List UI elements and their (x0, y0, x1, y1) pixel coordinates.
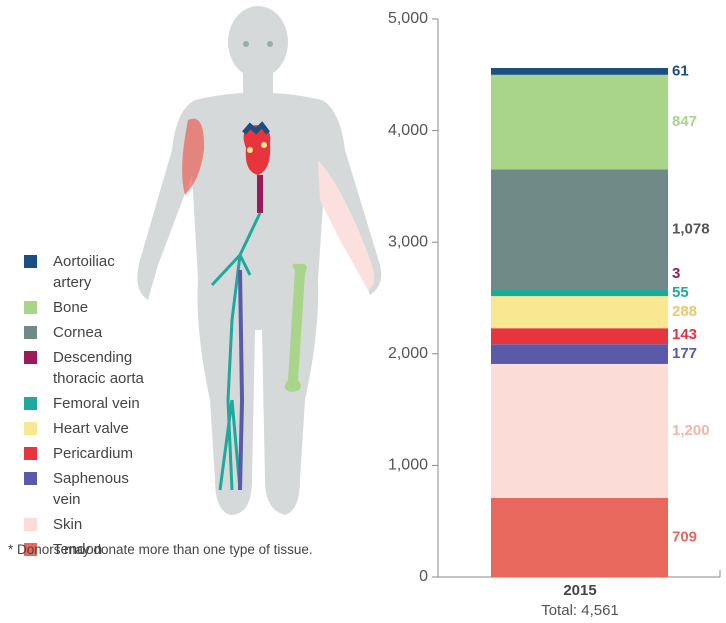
legend-label: Descending thoracic aorta (53, 347, 152, 389)
value-label: 143 (672, 326, 697, 343)
legend-swatch (24, 397, 37, 410)
value-label: 847 (672, 113, 697, 130)
page: 2015 Total: 4,561 0 1,000 2,000 3,000 4,000 5… (0, 0, 726, 623)
value-label: 288 (672, 303, 697, 320)
bar-segment (491, 328, 668, 344)
legend-swatch (24, 422, 37, 435)
bar-segment (491, 344, 668, 364)
legend-item: Aortoiliac artery (22, 251, 152, 293)
legend-label: Heart valve (53, 418, 129, 439)
legend: Aortoiliac artery Bone Cornea Descending th… (22, 251, 152, 564)
legend-item: Heart valve (22, 418, 152, 439)
bar-segment (491, 75, 668, 170)
y-tick-label: 1,000 (388, 457, 428, 474)
body-illustration (137, 6, 381, 515)
legend-swatch (24, 326, 37, 339)
y-tick-label: 5,000 (388, 10, 428, 27)
legend-swatch (24, 351, 37, 364)
value-label: 3 (672, 265, 680, 282)
value-label: 177 (672, 345, 697, 362)
value-label: 709 (672, 528, 697, 545)
legend-label: Pericardium (53, 443, 133, 464)
legend-item: Pericardium (22, 443, 152, 464)
bar-segment (491, 169, 668, 289)
footnote: * Donors may donate more than one type o… (8, 541, 338, 559)
bar-segment (491, 364, 668, 498)
legend-item: Cornea (22, 322, 152, 343)
value-label: 1,200 (672, 422, 710, 439)
legend-item: Descending thoracic aorta (22, 347, 152, 389)
legend-item: Bone (22, 297, 152, 318)
category-label: 2015 (563, 582, 596, 599)
legend-label: Skin (53, 514, 82, 535)
y-tick-label: 0 (419, 568, 428, 585)
total-label: Total: 4,561 (541, 602, 619, 619)
y-tick-label: 3,000 (388, 233, 428, 250)
legend-label: Cornea (53, 322, 102, 343)
legend-item: Saphenous vein (22, 468, 152, 510)
bar-segment (491, 68, 668, 75)
legend-swatch (24, 301, 37, 314)
value-label: 1,078 (672, 220, 710, 237)
legend-label: Bone (53, 297, 88, 318)
bar-segment (491, 498, 668, 577)
value-label: 55 (672, 284, 689, 301)
legend-item: Skin (22, 514, 152, 535)
bar-segment (491, 290, 668, 296)
value-label: 61 (672, 62, 689, 79)
legend-label: Saphenous vein (53, 468, 152, 510)
legend-item: Femoral vein (22, 393, 152, 414)
y-tick-label: 2,000 (388, 345, 428, 362)
bar-segment (491, 296, 668, 328)
legend-swatch (24, 472, 37, 485)
legend-swatch (24, 518, 37, 531)
legend-swatch (24, 447, 37, 460)
legend-label: Aortoiliac artery (53, 251, 152, 293)
legend-swatch (24, 255, 37, 268)
legend-label: Femoral vein (53, 393, 140, 414)
y-tick-label: 4,000 (388, 122, 428, 139)
